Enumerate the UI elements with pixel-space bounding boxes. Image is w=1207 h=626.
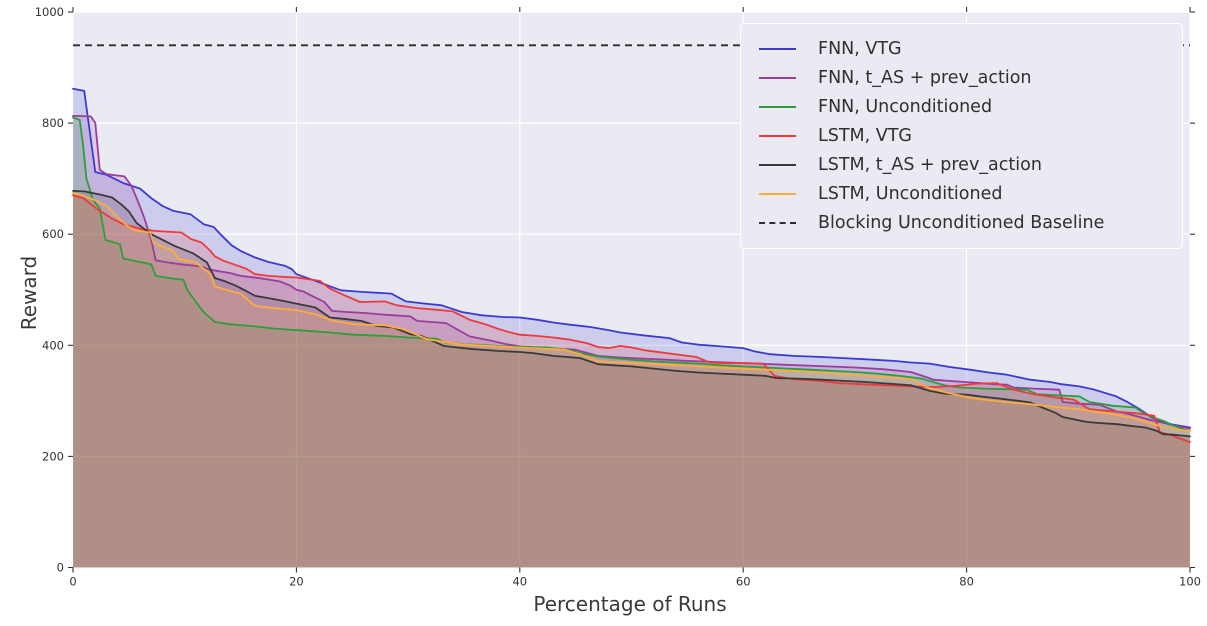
legend-item-4: LSTM, t_AS + prev_action bbox=[755, 151, 1168, 180]
series-fill bbox=[73, 190, 1190, 568]
series-fill bbox=[73, 195, 1190, 568]
y-tick-label: 1000 bbox=[35, 5, 64, 19]
y-tick-label: 800 bbox=[42, 116, 64, 130]
series-line bbox=[72, 87, 1191, 429]
series-fill bbox=[73, 88, 1190, 568]
legend-label: LSTM, t_AS + prev_action bbox=[818, 155, 1042, 176]
legend-label: LSTM, VTG bbox=[818, 125, 912, 146]
legend-item-1: FNN, t_AS + prev_action bbox=[755, 63, 1168, 92]
x-tick-label: 60 bbox=[736, 575, 751, 589]
x-tick-label: 100 bbox=[1179, 575, 1201, 589]
x-tick-label: 40 bbox=[512, 575, 527, 589]
legend-swatch bbox=[759, 76, 796, 79]
series-line bbox=[72, 116, 1191, 433]
x-axis-label: Percentage of Runs bbox=[533, 592, 727, 616]
legend-item-0: FNN, VTG bbox=[755, 34, 1168, 63]
legend-item-6: Blocking Unconditioned Baseline bbox=[755, 209, 1168, 238]
x-tick-label: 20 bbox=[289, 575, 304, 589]
legend-swatch bbox=[759, 134, 796, 137]
x-tick-label: 0 bbox=[69, 575, 76, 589]
legend-label: FNN, VTG bbox=[818, 38, 902, 59]
series-line bbox=[72, 194, 1191, 443]
series-fill bbox=[73, 193, 1190, 568]
legend-label: FNN, Unconditioned bbox=[818, 96, 993, 117]
legend-swatch bbox=[759, 164, 796, 167]
series-fill bbox=[73, 117, 1190, 568]
x-tick-label: 80 bbox=[959, 575, 974, 589]
legend-swatch bbox=[759, 47, 796, 50]
legend-item-5: LSTM, Unconditioned bbox=[755, 180, 1168, 209]
legend: FNN, VTG FNN, t_AS + prev_action FNN, Unco… bbox=[740, 23, 1183, 249]
legend-swatch bbox=[759, 222, 796, 225]
y-tick-label: 0 bbox=[57, 561, 64, 575]
y-tick-label: 200 bbox=[42, 449, 64, 463]
series-fill bbox=[73, 115, 1190, 568]
series-line bbox=[72, 192, 1191, 433]
y-axis-label: Reward bbox=[17, 255, 41, 331]
legend-swatch bbox=[759, 193, 796, 196]
legend-item-3: LSTM, VTG bbox=[755, 121, 1168, 150]
legend-swatch bbox=[759, 105, 796, 108]
y-tick-label: 600 bbox=[42, 227, 64, 241]
legend-item-2: FNN, Unconditioned bbox=[755, 92, 1168, 121]
legend-label: FNN, t_AS + prev_action bbox=[818, 67, 1032, 88]
legend-label: Blocking Unconditioned Baseline bbox=[818, 213, 1105, 234]
y-tick-label: 400 bbox=[42, 338, 64, 352]
legend-label: LSTM, Unconditioned bbox=[818, 184, 1003, 205]
